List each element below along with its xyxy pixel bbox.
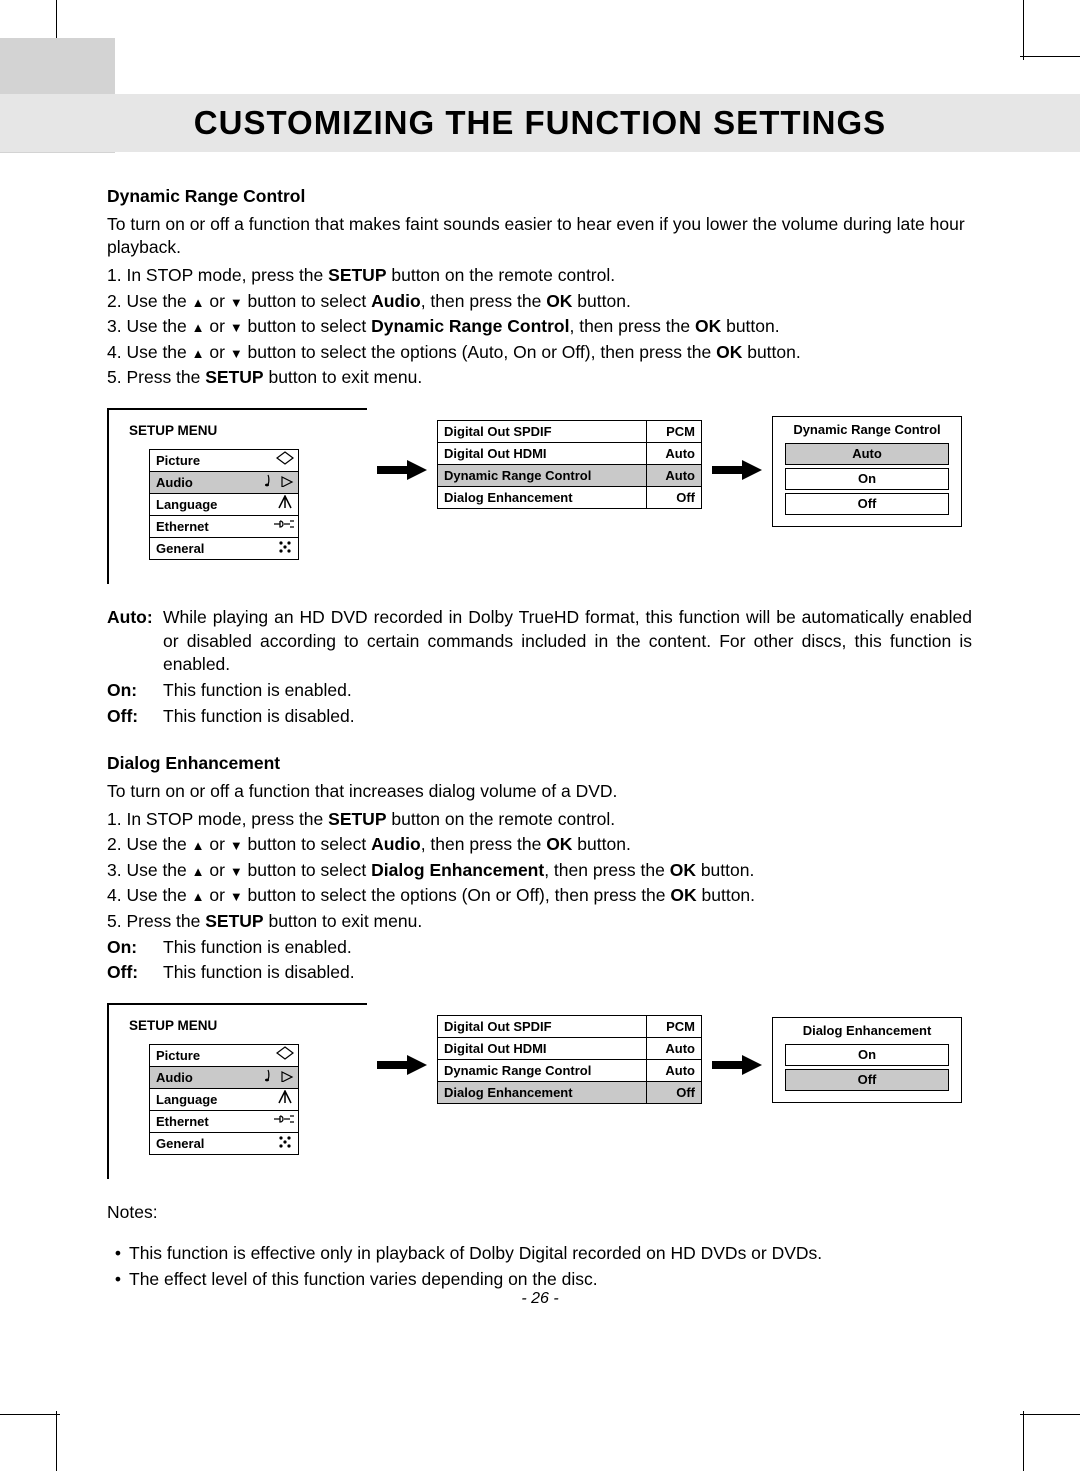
option-on: On <box>785 1044 949 1066</box>
de-options-panel: Dialog Enhancement On Off <box>772 1003 962 1103</box>
def-off-text: This function is disabled. <box>163 705 972 729</box>
notes-heading: Notes: <box>107 1201 972 1225</box>
menu-item-general: General <box>149 537 299 560</box>
drc-step-3: 3. Use the ▲ or ▼ button to select Dynam… <box>107 315 972 339</box>
drc-step-4: 4. Use the ▲ or ▼ button to select the o… <box>107 341 972 365</box>
font-icon <box>276 1090 294 1110</box>
options-title: Dialog Enhancement <box>779 1022 955 1040</box>
diamond-icon <box>276 451 294 471</box>
drc-intro: To turn on or off a function that makes … <box>107 213 972 260</box>
submenu-row: Digital Out SPDIFPCM <box>438 421 702 443</box>
de-step-2: 2. Use the ▲ or ▼ button to select Audio… <box>107 833 972 857</box>
submenu-row: Dialog EnhancementOff <box>438 1081 702 1103</box>
menu-item-ethernet: Ethernet <box>149 1110 299 1133</box>
setup-menu-title: SETUP MENU <box>129 422 367 440</box>
arrow-icon <box>367 1003 437 1077</box>
de-step-1: 1. In STOP mode, press the SETUP button … <box>107 808 972 832</box>
submenu-row: Dialog EnhancementOff <box>438 487 702 509</box>
menu-item-audio: Audio <box>149 471 299 494</box>
de-step-3: 3. Use the ▲ or ▼ button to select Dialo… <box>107 859 972 883</box>
submenu-row: Dynamic Range ControlAuto <box>438 1059 702 1081</box>
de-def-off-text: This function is disabled. <box>163 961 972 985</box>
options-title: Dynamic Range Control <box>779 421 955 439</box>
page-number: - 26 - <box>0 1290 1080 1308</box>
submenu-row: Digital Out HDMIAuto <box>438 1037 702 1059</box>
dots-icon <box>276 1134 294 1154</box>
crop-mark <box>1023 1411 1024 1471</box>
font-icon <box>276 495 294 515</box>
setup-menu-title: SETUP MENU <box>129 1017 367 1035</box>
crop-mark <box>1023 0 1024 60</box>
menu-item-language: Language <box>149 1088 299 1111</box>
title-band: CUSTOMIZING THE FUNCTION SETTINGS <box>0 94 1080 152</box>
def-auto-label: Auto: <box>107 606 163 677</box>
de-def-on-text: This function is enabled. <box>163 936 972 960</box>
de-def-on-label: On: <box>107 936 163 960</box>
content-area: Dynamic Range Control To turn on or off … <box>107 185 972 1294</box>
audio-submenu-panel: Digital Out SPDIFPCMDigital Out HDMIAuto… <box>437 1003 702 1104</box>
audio-submenu-panel: Digital Out SPDIFPCMDigital Out HDMIAuto… <box>437 408 702 509</box>
plug-icon <box>272 517 294 537</box>
setup-menu-panel: SETUP MENU PictureAudioLanguageEthernetG… <box>107 1003 367 1179</box>
plug-icon <box>272 1112 294 1132</box>
dots-icon <box>276 539 294 559</box>
arrow-icon <box>367 408 437 482</box>
crop-mark <box>1020 1414 1080 1415</box>
drc-step-5: 5. Press the SETUP button to exit menu. <box>107 366 972 390</box>
menu-item-general: General <box>149 1132 299 1155</box>
de-figure-row: SETUP MENU PictureAudioLanguageEthernetG… <box>107 1003 972 1179</box>
submenu-row: Digital Out HDMIAuto <box>438 443 702 465</box>
arrow-icon <box>702 408 772 482</box>
menu-item-picture: Picture <box>149 1044 299 1067</box>
de-intro: To turn on or off a function that increa… <box>107 780 972 804</box>
arrow-icon <box>702 1003 772 1077</box>
def-auto-text: While playing an HD DVD recorded in Dolb… <box>163 606 972 677</box>
menu-item-language: Language <box>149 493 299 516</box>
diamond-icon <box>276 1046 294 1066</box>
de-heading: Dialog Enhancement <box>107 752 972 776</box>
music-icon <box>264 1068 294 1088</box>
drc-options-panel: Dynamic Range Control Auto On Off <box>772 408 962 527</box>
submenu-row: Dynamic Range ControlAuto <box>438 465 702 487</box>
menu-item-audio: Audio <box>149 1066 299 1089</box>
crop-mark <box>0 1414 60 1415</box>
de-def-off-label: Off: <box>107 961 163 985</box>
setup-menu-panel: SETUP MENU PictureAudioLanguageEthernetG… <box>107 408 367 584</box>
def-on-label: On: <box>107 679 163 703</box>
de-step-5: 5. Press the SETUP button to exit menu. <box>107 910 972 934</box>
def-off-label: Off: <box>107 705 163 729</box>
note-2: •The effect level of this function varie… <box>107 1268 972 1292</box>
drc-heading: Dynamic Range Control <box>107 185 972 209</box>
option-on: On <box>785 468 949 490</box>
menu-item-picture: Picture <box>149 449 299 472</box>
crop-mark <box>1020 56 1080 57</box>
submenu-row: Digital Out SPDIFPCM <box>438 1015 702 1037</box>
music-icon <box>264 473 294 493</box>
drc-step-2: 2. Use the ▲ or ▼ button to select Audio… <box>107 290 972 314</box>
option-auto: Auto <box>785 443 949 465</box>
drc-definitions: Auto:While playing an HD DVD recorded in… <box>107 606 972 728</box>
crop-mark <box>56 1411 57 1471</box>
option-off: Off <box>785 493 949 515</box>
page-title: CUSTOMIZING THE FUNCTION SETTINGS <box>0 94 1080 152</box>
def-on-text: This function is enabled. <box>163 679 972 703</box>
note-1: •This function is effective only in play… <box>107 1242 972 1266</box>
drc-step-1: 1. In STOP mode, press the SETUP button … <box>107 264 972 288</box>
de-step-4: 4. Use the ▲ or ▼ button to select the o… <box>107 884 972 908</box>
menu-item-ethernet: Ethernet <box>149 515 299 538</box>
option-off: Off <box>785 1069 949 1091</box>
drc-figure-row: SETUP MENU PictureAudioLanguageEthernetG… <box>107 408 972 584</box>
